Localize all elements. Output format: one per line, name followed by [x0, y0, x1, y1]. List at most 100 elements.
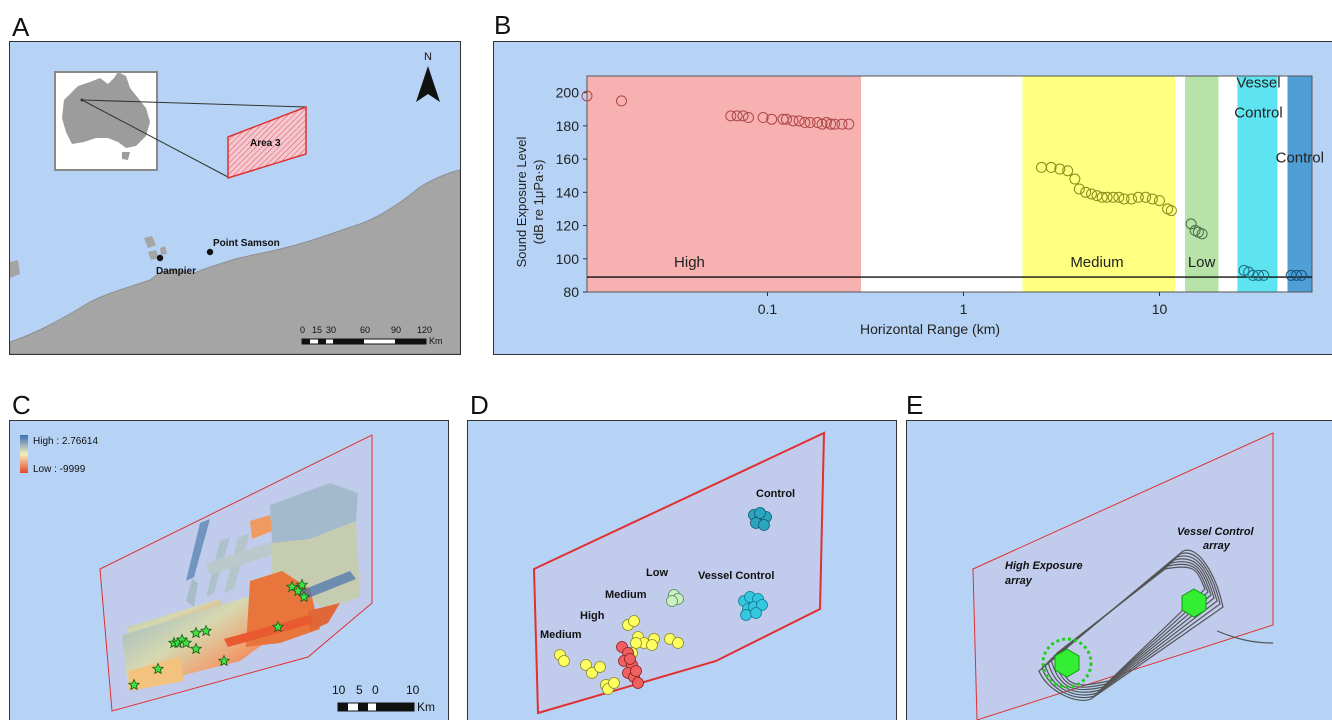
- map-panel-e: High Exposure array Vessel Control array: [906, 420, 1332, 720]
- site-star: [199, 624, 213, 637]
- scale-unit: Km: [429, 336, 443, 346]
- sample-dot: [754, 507, 766, 519]
- group-label-low: Low: [646, 567, 668, 579]
- data-point: [1153, 195, 1165, 207]
- sample-dot: [758, 519, 770, 531]
- x-axis-label: Horizontal Range (km): [860, 321, 1000, 337]
- site-star: [189, 626, 203, 639]
- scale-tick: 10: [406, 683, 420, 697]
- zone-label: Control: [1276, 149, 1324, 166]
- data-point: [1107, 191, 1119, 203]
- track-loop: [1053, 563, 1209, 688]
- sample-dot: [740, 609, 752, 621]
- data-point: [1118, 193, 1130, 205]
- island: [10, 260, 20, 278]
- map-panel-d: Control Vessel Control Low Medium High M…: [467, 420, 897, 720]
- data-point: [1062, 165, 1074, 177]
- data-point: [581, 90, 593, 102]
- scale-tick: 120: [417, 325, 432, 335]
- site-markers: [127, 578, 311, 691]
- track-loop: [1050, 561, 1212, 691]
- legend-gradient: [20, 435, 28, 473]
- data-point: [737, 110, 749, 122]
- data-point: [1258, 269, 1270, 281]
- zone-label: Medium: [1070, 254, 1123, 271]
- data-point: [731, 110, 743, 122]
- sample-dot: [632, 677, 644, 689]
- sample-dot: [586, 667, 598, 679]
- group-label-control: Control: [756, 488, 795, 500]
- scale-tick: 30: [326, 325, 336, 335]
- track-loop: [1038, 549, 1224, 701]
- zone-band: [1287, 76, 1312, 292]
- inset-tasmania: [122, 152, 130, 160]
- data-point: [1290, 269, 1302, 281]
- sample-dot: [630, 637, 642, 649]
- chart-panel-b: 80 100 120 140 160 180 200 0.1 1 10 High Medium Low…: [493, 41, 1332, 355]
- data-point: [799, 117, 811, 129]
- data-point: [1080, 186, 1092, 198]
- data-point: [757, 112, 769, 124]
- north-arrow: N: [416, 51, 440, 102]
- scale-tick: 60: [360, 325, 370, 335]
- site-star: [151, 662, 165, 675]
- inset-map: [54, 71, 158, 171]
- vessel-control-label-2: array: [1203, 540, 1231, 552]
- zone-label: Control: [1234, 105, 1282, 122]
- sel-range-chart: 80 100 120 140 160 180 200 0.1 1 10 High Medium Low…: [514, 75, 1324, 337]
- site-star: [297, 590, 311, 603]
- y-tick-label: 180: [556, 118, 580, 134]
- track-loop: [1044, 555, 1218, 696]
- data-point: [1185, 218, 1197, 230]
- data-point: [780, 113, 792, 125]
- scale-tick: 0: [300, 325, 305, 335]
- bathymetry-map: High : 2.76614 Low : -9999 10 5 0: [20, 434, 435, 714]
- site-star: [189, 642, 203, 655]
- scale-tick: 5: [356, 683, 363, 697]
- data-point: [1252, 269, 1264, 281]
- data-point: [836, 118, 848, 130]
- site-star: [295, 578, 309, 591]
- island: [160, 246, 167, 255]
- sample-dot: [672, 637, 684, 649]
- data-point: [1132, 191, 1144, 203]
- track-loop: [1041, 552, 1221, 699]
- data-point: [843, 118, 855, 130]
- site-star: [291, 584, 305, 597]
- inset-australia: [62, 72, 150, 148]
- scalebar-c: 10 5 0 10 Km: [332, 683, 435, 714]
- area-3-label: Area 3: [250, 138, 281, 149]
- chart-zone-labels: High Medium Low Vessel Control Control: [674, 75, 1324, 271]
- chart-axes: 80 100 120 140 160 180 200 0.1 1 10: [556, 75, 1313, 317]
- data-point: [804, 117, 816, 129]
- island: [144, 236, 156, 248]
- y-tick-label: 80: [563, 284, 579, 300]
- vessel-track: [1038, 549, 1224, 701]
- panel-e-letter: E: [906, 390, 924, 420]
- y-tick-label: 200: [556, 85, 580, 101]
- data-point: [1054, 163, 1066, 175]
- y-axis-label: Sound Exposure Level: [514, 136, 529, 267]
- vessel-control-label: Vessel Control: [1177, 526, 1255, 538]
- zone-label: Low: [1188, 254, 1216, 271]
- sample-dot: [628, 615, 640, 627]
- data-point: [1096, 191, 1108, 203]
- dampier-label: Dampier: [156, 266, 196, 277]
- x-tick-label: 1: [960, 301, 968, 317]
- data-point: [1069, 173, 1081, 185]
- high-exposure-label: High Exposure: [1005, 560, 1083, 572]
- sample-markers: [554, 507, 772, 695]
- data-point: [1196, 228, 1208, 240]
- dampier-marker: [156, 254, 164, 262]
- sample-dot: [558, 655, 570, 667]
- sample-dot: [630, 665, 642, 677]
- sample-dot: [646, 639, 658, 651]
- land-mass: [10, 169, 460, 354]
- panel-d-letter: D: [470, 390, 489, 420]
- x-tick-label: 10: [1152, 301, 1168, 317]
- sample-dot: [750, 607, 762, 619]
- data-point: [766, 113, 778, 125]
- sample-dot: [594, 661, 606, 673]
- site-star: [127, 678, 141, 691]
- vessel-control-array: [1181, 588, 1207, 618]
